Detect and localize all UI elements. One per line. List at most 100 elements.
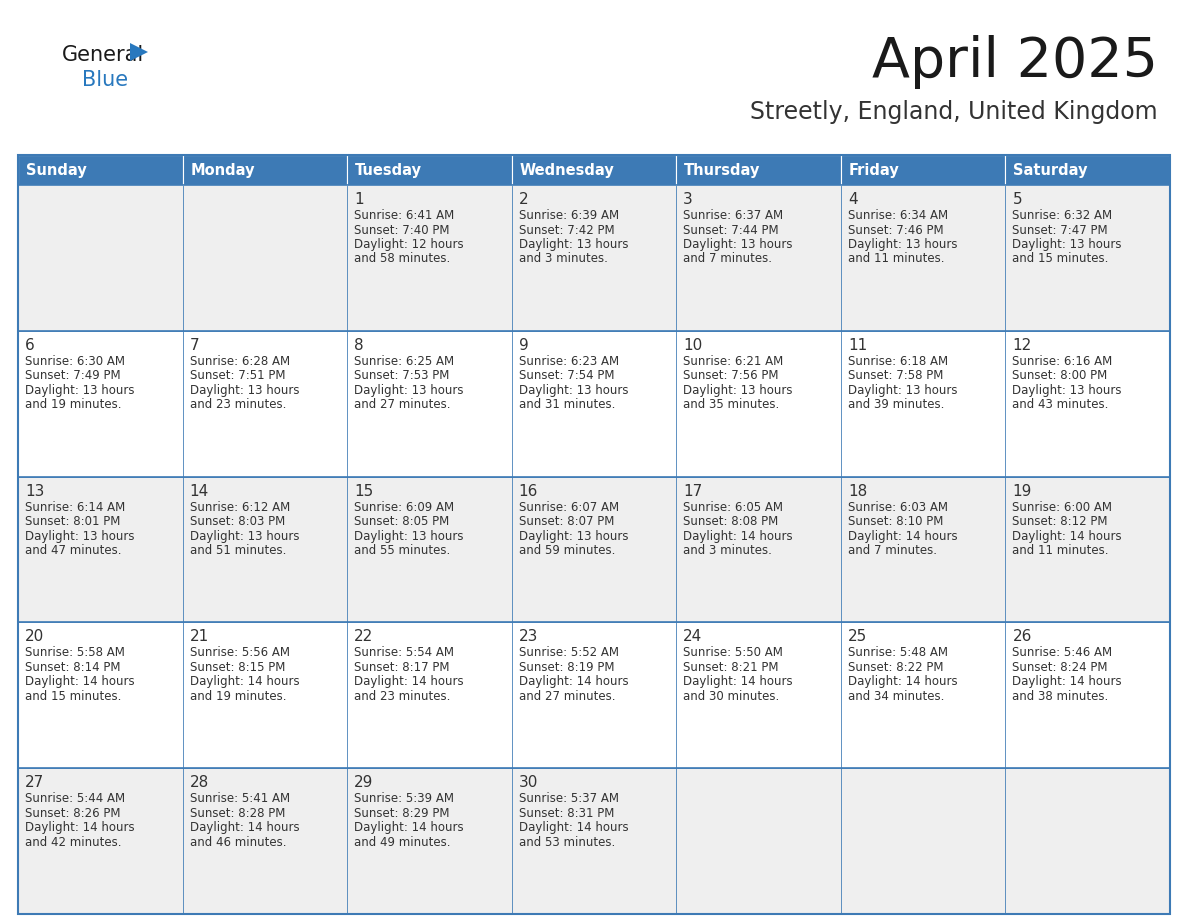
Text: Daylight: 13 hours: Daylight: 13 hours <box>354 530 463 543</box>
Text: Sunset: 8:12 PM: Sunset: 8:12 PM <box>1012 515 1108 528</box>
Text: and 23 minutes.: and 23 minutes. <box>190 398 286 411</box>
Text: Sunset: 7:54 PM: Sunset: 7:54 PM <box>519 369 614 382</box>
Text: Sunrise: 6:18 AM: Sunrise: 6:18 AM <box>848 354 948 368</box>
Text: 23: 23 <box>519 630 538 644</box>
Text: Sunrise: 5:41 AM: Sunrise: 5:41 AM <box>190 792 290 805</box>
Bar <box>347 622 512 768</box>
Bar <box>183 155 347 185</box>
Text: Sunrise: 6:37 AM: Sunrise: 6:37 AM <box>683 209 783 222</box>
Bar <box>18 330 183 476</box>
Text: Sunday: Sunday <box>26 162 87 177</box>
Text: Sunset: 8:22 PM: Sunset: 8:22 PM <box>848 661 943 674</box>
Text: Sunset: 7:46 PM: Sunset: 7:46 PM <box>848 223 943 237</box>
Text: and 46 minutes.: and 46 minutes. <box>190 835 286 849</box>
Text: Sunset: 7:44 PM: Sunset: 7:44 PM <box>683 223 779 237</box>
Text: 12: 12 <box>1012 338 1031 353</box>
Text: Friday: Friday <box>849 162 899 177</box>
Text: Sunrise: 6:25 AM: Sunrise: 6:25 AM <box>354 354 454 368</box>
Text: Sunset: 8:03 PM: Sunset: 8:03 PM <box>190 515 285 528</box>
Text: Sunrise: 6:12 AM: Sunrise: 6:12 AM <box>190 500 290 513</box>
Text: Sunset: 8:15 PM: Sunset: 8:15 PM <box>190 661 285 674</box>
Bar <box>347 155 512 185</box>
Text: and 47 minutes.: and 47 minutes. <box>25 544 121 557</box>
Text: 21: 21 <box>190 630 209 644</box>
Text: 1: 1 <box>354 192 364 207</box>
Text: and 58 minutes.: and 58 minutes. <box>354 252 450 265</box>
Text: Daylight: 14 hours: Daylight: 14 hours <box>190 822 299 834</box>
Bar <box>512 476 676 622</box>
Text: and 51 minutes.: and 51 minutes. <box>190 544 286 557</box>
Text: Daylight: 14 hours: Daylight: 14 hours <box>1012 676 1121 688</box>
Bar <box>676 155 841 185</box>
Text: Daylight: 14 hours: Daylight: 14 hours <box>25 676 134 688</box>
Text: 10: 10 <box>683 338 702 353</box>
Text: Daylight: 13 hours: Daylight: 13 hours <box>190 384 299 397</box>
Bar <box>1005 622 1170 768</box>
Text: Daylight: 14 hours: Daylight: 14 hours <box>25 822 134 834</box>
Text: Sunset: 7:47 PM: Sunset: 7:47 PM <box>1012 223 1108 237</box>
Text: 16: 16 <box>519 484 538 498</box>
Text: 13: 13 <box>25 484 44 498</box>
Text: Blue: Blue <box>82 70 128 90</box>
Text: Thursday: Thursday <box>684 162 760 177</box>
Text: Sunrise: 6:14 AM: Sunrise: 6:14 AM <box>25 500 125 513</box>
Text: Sunset: 7:56 PM: Sunset: 7:56 PM <box>683 369 779 382</box>
Text: Sunrise: 6:23 AM: Sunrise: 6:23 AM <box>519 354 619 368</box>
Text: and 11 minutes.: and 11 minutes. <box>1012 544 1108 557</box>
Text: Sunset: 8:31 PM: Sunset: 8:31 PM <box>519 807 614 820</box>
Text: 4: 4 <box>848 192 858 207</box>
Text: 27: 27 <box>25 775 44 790</box>
Text: 26: 26 <box>1012 630 1032 644</box>
Text: Daylight: 14 hours: Daylight: 14 hours <box>190 676 299 688</box>
Text: Sunset: 8:19 PM: Sunset: 8:19 PM <box>519 661 614 674</box>
Text: 15: 15 <box>354 484 373 498</box>
Text: Sunset: 7:40 PM: Sunset: 7:40 PM <box>354 223 449 237</box>
Text: Daylight: 13 hours: Daylight: 13 hours <box>683 238 792 251</box>
Text: Sunrise: 6:05 AM: Sunrise: 6:05 AM <box>683 500 783 513</box>
Bar <box>183 476 347 622</box>
Bar <box>183 330 347 476</box>
Bar <box>841 768 1005 914</box>
Text: Sunrise: 5:44 AM: Sunrise: 5:44 AM <box>25 792 125 805</box>
Text: 7: 7 <box>190 338 200 353</box>
Text: Daylight: 12 hours: Daylight: 12 hours <box>354 238 463 251</box>
Bar <box>183 622 347 768</box>
Text: 19: 19 <box>1012 484 1032 498</box>
Text: Sunset: 8:00 PM: Sunset: 8:00 PM <box>1012 369 1107 382</box>
Text: Sunset: 8:29 PM: Sunset: 8:29 PM <box>354 807 449 820</box>
Text: Daylight: 13 hours: Daylight: 13 hours <box>25 530 134 543</box>
Text: 6: 6 <box>25 338 34 353</box>
Text: 8: 8 <box>354 338 364 353</box>
Text: Tuesday: Tuesday <box>355 162 422 177</box>
Bar <box>512 622 676 768</box>
Text: 18: 18 <box>848 484 867 498</box>
Text: Daylight: 13 hours: Daylight: 13 hours <box>519 238 628 251</box>
Text: and 7 minutes.: and 7 minutes. <box>848 544 937 557</box>
Bar <box>1005 155 1170 185</box>
Text: Sunrise: 6:16 AM: Sunrise: 6:16 AM <box>1012 354 1113 368</box>
Text: 29: 29 <box>354 775 373 790</box>
Text: Sunset: 8:26 PM: Sunset: 8:26 PM <box>25 807 120 820</box>
Text: 3: 3 <box>683 192 693 207</box>
Text: Sunrise: 6:34 AM: Sunrise: 6:34 AM <box>848 209 948 222</box>
Bar <box>18 768 183 914</box>
Text: Sunrise: 5:56 AM: Sunrise: 5:56 AM <box>190 646 290 659</box>
Text: Daylight: 14 hours: Daylight: 14 hours <box>1012 530 1121 543</box>
Text: and 35 minutes.: and 35 minutes. <box>683 398 779 411</box>
Text: and 7 minutes.: and 7 minutes. <box>683 252 772 265</box>
Text: and 42 minutes.: and 42 minutes. <box>25 835 121 849</box>
Text: Daylight: 14 hours: Daylight: 14 hours <box>519 822 628 834</box>
Text: Sunset: 8:14 PM: Sunset: 8:14 PM <box>25 661 120 674</box>
Bar <box>18 476 183 622</box>
Text: Sunrise: 5:50 AM: Sunrise: 5:50 AM <box>683 646 783 659</box>
Bar <box>841 622 1005 768</box>
Text: Sunset: 8:05 PM: Sunset: 8:05 PM <box>354 515 449 528</box>
Text: Sunrise: 6:30 AM: Sunrise: 6:30 AM <box>25 354 125 368</box>
Text: Sunset: 8:24 PM: Sunset: 8:24 PM <box>1012 661 1108 674</box>
Text: 14: 14 <box>190 484 209 498</box>
Text: Daylight: 13 hours: Daylight: 13 hours <box>519 384 628 397</box>
Text: and 27 minutes.: and 27 minutes. <box>519 690 615 703</box>
Text: Sunrise: 5:54 AM: Sunrise: 5:54 AM <box>354 646 454 659</box>
Bar <box>18 155 183 185</box>
Text: and 53 minutes.: and 53 minutes. <box>519 835 615 849</box>
